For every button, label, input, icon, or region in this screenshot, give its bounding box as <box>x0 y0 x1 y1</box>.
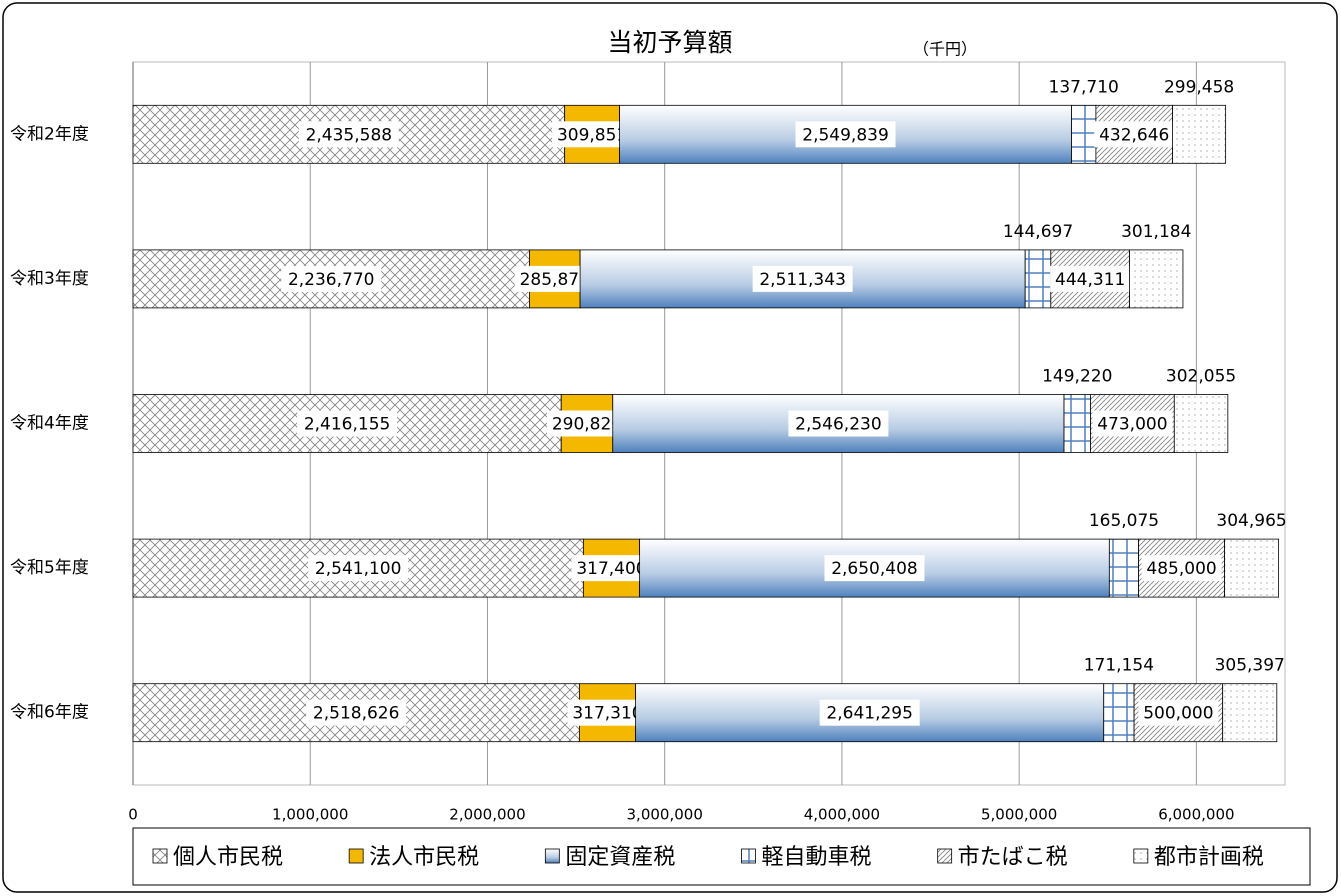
legend-label: 市たばこ税 <box>958 845 1068 870</box>
bar-segment <box>1173 394 1229 453</box>
category-label: 令和2年度 <box>10 124 89 144</box>
bar-segment <box>1063 394 1091 453</box>
value-label: 309,851 <box>557 125 627 145</box>
bar-segment <box>1224 538 1280 598</box>
category-label: 令和5年度 <box>10 558 89 578</box>
legend-swatch <box>348 848 364 864</box>
value-label-bg <box>1050 265 1131 292</box>
value-label: 432,646 <box>1099 125 1169 145</box>
legend-label: 都市計画税 <box>1154 845 1264 870</box>
value-label: 2,650,408 <box>831 559 918 579</box>
chart-title: 当初予算額 <box>607 28 732 57</box>
value-label-bg <box>824 555 925 582</box>
value-label: 473,000 <box>1097 415 1167 435</box>
value-label-bg <box>752 265 853 292</box>
value-label: 301,184 <box>1121 222 1191 242</box>
bar-segment <box>1222 683 1278 743</box>
value-label: 304,965 <box>1216 511 1286 531</box>
legend-label: 固定資産税 <box>565 845 675 870</box>
value-label-bg <box>788 410 889 437</box>
value-label: 2,511,343 <box>759 270 846 290</box>
value-label: 305,397 <box>1215 656 1285 676</box>
x-tick-label: 4,000,000 <box>804 806 880 824</box>
legend-swatch <box>741 848 756 864</box>
x-tick-label: 5,000,000 <box>981 806 1057 824</box>
category-label: 令和3年度 <box>10 269 89 289</box>
legend-label: 軽自動車税 <box>762 845 872 870</box>
value-label: 2,541,100 <box>315 559 402 579</box>
value-label-bg <box>795 121 896 148</box>
value-label: 165,075 <box>1089 511 1159 531</box>
category-label: 令和4年度 <box>10 414 89 434</box>
bar-segment <box>1103 683 1135 743</box>
x-tick-label: 0 <box>128 806 138 824</box>
legend-swatch <box>1133 848 1149 864</box>
value-label-bg <box>281 265 382 292</box>
value-label: 317,310 <box>572 704 642 724</box>
legend-swatch <box>152 848 168 864</box>
value-label: 2,518,626 <box>313 704 400 724</box>
x-tick-label: 6,000,000 <box>1158 806 1234 824</box>
value-label-bg <box>1141 555 1222 582</box>
value-label: 2,435,588 <box>306 125 393 145</box>
x-tick-label: 1,000,000 <box>272 806 348 824</box>
value-label-bg <box>819 699 920 726</box>
bar-segment <box>579 249 1026 309</box>
bar-segment <box>1024 249 1052 309</box>
value-label: 485,000 <box>1146 559 1216 579</box>
bar-segment <box>1108 538 1140 598</box>
value-label: 500,000 <box>1143 704 1213 724</box>
value-label: 171,154 <box>1084 656 1154 676</box>
value-label: 2,416,155 <box>304 415 391 435</box>
bar-segment <box>1129 249 1184 309</box>
value-label: 2,236,770 <box>288 270 375 290</box>
value-label-bg <box>297 410 398 437</box>
legend-swatch <box>937 848 953 864</box>
value-label-bg <box>567 699 648 726</box>
legend-label: 個人市民税 <box>173 845 283 870</box>
legend-swatch <box>544 848 560 864</box>
bar-segment <box>1172 104 1227 164</box>
value-label: 144,697 <box>1003 222 1073 242</box>
value-label: 2,549,839 <box>802 125 889 145</box>
value-label-bg <box>571 555 652 582</box>
value-label: 299,458 <box>1164 77 1234 97</box>
value-label-bg <box>298 121 399 148</box>
value-label: 285,876 <box>520 270 590 290</box>
value-label: 2,546,230 <box>795 415 882 435</box>
value-label-bg <box>552 121 633 148</box>
unit-label: （千円） <box>913 40 977 59</box>
value-label: 137,710 <box>1049 77 1119 97</box>
value-label-bg <box>1094 121 1175 148</box>
value-label: 302,055 <box>1166 367 1236 387</box>
legend-box <box>132 827 1311 886</box>
value-label-bg <box>306 699 407 726</box>
value-label: 317,400 <box>576 559 646 579</box>
x-tick-label: 3,000,000 <box>627 806 703 824</box>
value-label: 290,820 <box>552 415 622 435</box>
value-label: 444,311 <box>1055 270 1125 290</box>
category-label: 令和6年度 <box>10 703 89 723</box>
value-label-bg <box>1092 410 1173 437</box>
bar-segment <box>1071 104 1097 164</box>
value-label-bg <box>308 555 409 582</box>
value-label: 2,641,295 <box>826 704 913 724</box>
x-tick-label: 2,000,000 <box>449 806 525 824</box>
bar-segment <box>132 683 580 743</box>
value-label: 149,220 <box>1042 367 1112 387</box>
value-label-bg <box>1138 699 1219 726</box>
legend-label: 法人市民税 <box>369 845 479 870</box>
